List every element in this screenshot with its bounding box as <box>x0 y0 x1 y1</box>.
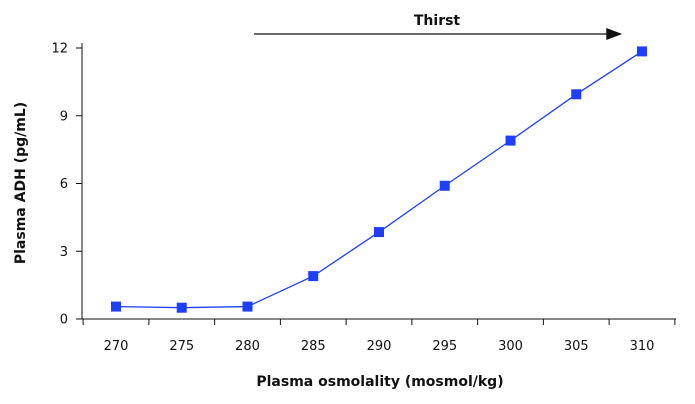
data-point-marker <box>111 301 121 312</box>
thirst-arrow-head <box>606 28 623 40</box>
data-point-marker <box>242 301 253 312</box>
data-point-marker <box>439 180 450 191</box>
data-point-marker <box>505 135 516 146</box>
annotations: Thirst <box>254 13 623 40</box>
data-point-marker <box>374 227 384 238</box>
y-tick-label: 9 <box>60 109 68 124</box>
y-tick-label: 0 <box>60 313 68 328</box>
y-tick-label: 6 <box>60 177 68 192</box>
x-axis-title: Plasma osmolality (mosmol/kg) <box>256 374 503 390</box>
x-tick-label: 310 <box>630 339 655 354</box>
y-tick-label: 3 <box>60 245 68 260</box>
y-axis-title: Plasma ADH (pg/mL) <box>13 102 29 264</box>
y-ticks: 0 3 6 9 12 <box>51 42 82 328</box>
data-point-marker <box>571 89 582 100</box>
x-tick-label: 300 <box>498 339 523 354</box>
x-ticks: 270 275 280 285 290 295 300 305 310 <box>82 319 676 354</box>
data-point-marker <box>637 46 647 57</box>
x-tick-label: 290 <box>367 339 392 354</box>
x-tick-label: 280 <box>235 339 260 354</box>
axes <box>81 43 676 320</box>
x-tick-label: 275 <box>169 339 194 354</box>
series-line <box>115 50 643 309</box>
x-tick-label: 285 <box>301 339 326 354</box>
x-tick-label: 295 <box>432 339 457 354</box>
y-tick-label: 12 <box>51 42 68 57</box>
thirst-label: Thirst <box>414 13 461 29</box>
data-point-marker <box>308 271 319 282</box>
data-point-marker <box>176 302 187 313</box>
x-tick-label: 305 <box>564 339 589 354</box>
x-tick-label: 270 <box>104 339 129 354</box>
series-group <box>111 46 647 313</box>
